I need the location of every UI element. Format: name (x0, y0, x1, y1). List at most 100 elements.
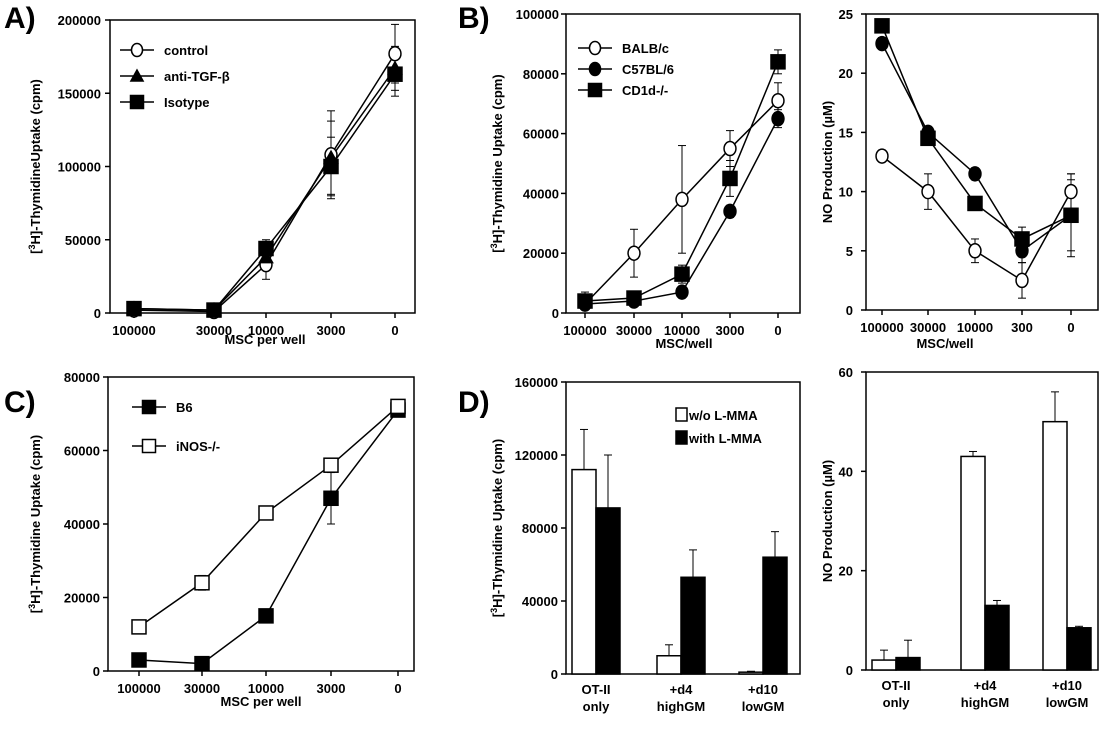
y-axis-label-d1: [3H]-Thymidine Uptake (cpm) (489, 439, 505, 617)
bar-d2-1-0 (895, 656, 921, 671)
legend-label-c-1: iNOS-/- (176, 439, 220, 454)
legend-marker-b1-2 (587, 82, 603, 98)
legend-marker-b1-1 (588, 61, 602, 77)
data-point-b1-2 (770, 54, 786, 70)
data-point-b2-2 (1014, 231, 1030, 247)
x-tick-label-b2: 100000 (860, 320, 903, 335)
y-axis-label-a-prefix: [ (28, 249, 43, 254)
bar-d2-0-0 (871, 659, 897, 671)
x-tick-label-b2: 0 (1067, 320, 1074, 335)
y-tick-label-d2: 60 (839, 365, 853, 380)
y-tick-label-d1: 40000 (522, 594, 558, 609)
legend-label-d1-1: with L-MMA (688, 431, 763, 446)
y-axis-label-b1: [3H]-Thymidine Uptake (cpm) (489, 74, 505, 252)
y-tick-label-d2: 20 (839, 564, 853, 579)
bar-d1-1-2 (762, 556, 788, 675)
y-tick-label-a: 200000 (58, 13, 101, 28)
y-tick-label-d1: 0 (551, 667, 558, 682)
x-tick-label-d1: +d4 (670, 682, 694, 697)
x-tick-label-b2: 30000 (910, 320, 946, 335)
y-tick-label-d1: 120000 (515, 448, 558, 463)
y-tick-label-b1: 40000 (523, 186, 559, 201)
y-axis-label-a-superscript: 3 (27, 245, 37, 250)
panel-letter-a: A) (4, 2, 36, 35)
y-axis-label-c: [3H]-Thymidine Uptake (cpm) (27, 435, 43, 613)
series-line-a-0 (133, 53, 396, 313)
data-point-c-1 (258, 505, 274, 521)
bar-d2-0-2 (1042, 420, 1068, 671)
x-tick-label-d2: +d10 (1052, 678, 1082, 693)
plot-b2: 0 5 10 15 20 25 100000 30000 10000 300 0 MSC/well (839, 7, 1099, 351)
y-tick-label-b1: 60000 (523, 127, 559, 142)
data-point-b1-2 (722, 170, 738, 187)
y-tick-label-b1: 20000 (523, 246, 559, 261)
x-tick-label-d2: OT-II (882, 678, 911, 693)
y-tick-label-c: 40000 (64, 517, 100, 532)
x-tick-label-b2: 10000 (957, 320, 993, 335)
data-point-b2-2 (967, 195, 983, 212)
y-tick-label-d1: 80000 (522, 521, 558, 536)
y-axis-label-d1-text: H]-Thymidine Uptake (cpm) (490, 439, 505, 608)
x-axis-label-c: MSC per well (221, 694, 302, 709)
y-axis-label-b2: NO Production (µM) (820, 101, 835, 223)
x-axis-label-b1: MSC/well (655, 336, 712, 351)
x-tick-label-a: 3000 (317, 323, 346, 338)
plot-frame-b1 (565, 13, 801, 314)
data-point-b2-0 (1015, 272, 1029, 289)
x-tick-label-a: 10000 (248, 323, 284, 338)
x-tick-label-b1: 100000 (563, 323, 606, 338)
legend-label-b1-1: C57BL/6 (622, 62, 674, 77)
data-point-b1-2 (674, 266, 690, 282)
y-tick-label-c: 80000 (64, 370, 100, 385)
x-tick-label-c: 0 (394, 681, 401, 696)
legend-marker-a-2 (129, 94, 145, 110)
legend-label-b1-0: BALB/c (622, 41, 669, 56)
panel-letter-b: B) (458, 2, 490, 35)
data-point-a-2 (206, 302, 222, 318)
x-tick-label-a: 100000 (112, 323, 155, 338)
data-point-b2-2 (874, 18, 890, 34)
x-tick-label-d1: OT-II (582, 682, 611, 697)
y-axis-label-c-prefix: [ (28, 608, 43, 613)
x-tick-label-d2: only (883, 695, 910, 710)
y-tick-label-b2: 10 (839, 185, 853, 200)
data-point-b1-1 (723, 203, 737, 220)
x-tick-label-d1: lowGM (742, 699, 785, 714)
y-axis-label-d1-prefix: [ (490, 612, 505, 617)
data-point-b1-2 (626, 290, 642, 306)
x-tick-label-d1: only (583, 699, 610, 714)
y-axis-label-b1-text: H]-Thymidine Uptake (cpm) (490, 74, 505, 243)
y-tick-label-a: 100000 (58, 160, 101, 175)
x-tick-label-c: 3000 (317, 681, 346, 696)
x-tick-label-c: 10000 (248, 681, 284, 696)
y-tick-label-b1: 0 (552, 306, 559, 321)
legend-label-a-1: anti-TGF-β (164, 69, 230, 84)
y-axis-label-c-text: H]-Thymidine Uptake (cpm) (28, 435, 43, 604)
x-axis-label-a: MSC per well (225, 332, 306, 347)
plot-frame-c (107, 376, 415, 672)
y-tick-label-b1: 80000 (523, 67, 559, 82)
data-point-b2-0 (968, 243, 982, 259)
y-axis-label-c-superscript: 3 (27, 604, 37, 609)
legend-swatch-d1-1 (675, 430, 688, 445)
panel-letter-c: C) (4, 386, 36, 419)
bar-d1-0-1 (656, 655, 682, 675)
bar-d1-0-2 (738, 671, 764, 675)
legend-label-a-2: Isotype (164, 95, 210, 110)
data-point-b2-2 (1063, 207, 1079, 224)
y-tick-label-c: 60000 (64, 444, 100, 459)
x-tick-label-a: 0 (391, 323, 398, 338)
bar-d1-0-0 (571, 468, 597, 675)
x-tick-label-b1: 0 (774, 323, 781, 338)
series-line-b2-1 (881, 43, 1072, 252)
x-tick-label-d2: highGM (961, 695, 1009, 710)
data-point-c-1 (194, 575, 210, 591)
y-tick-label-d2: 0 (846, 663, 853, 678)
y-tick-label-d1: 160000 (515, 375, 558, 390)
data-point-a-2 (387, 66, 403, 82)
y-axis-label-d1-superscript: 3 (489, 608, 499, 613)
y-tick-label-b2: 25 (839, 7, 853, 22)
data-point-c-0 (131, 652, 147, 668)
